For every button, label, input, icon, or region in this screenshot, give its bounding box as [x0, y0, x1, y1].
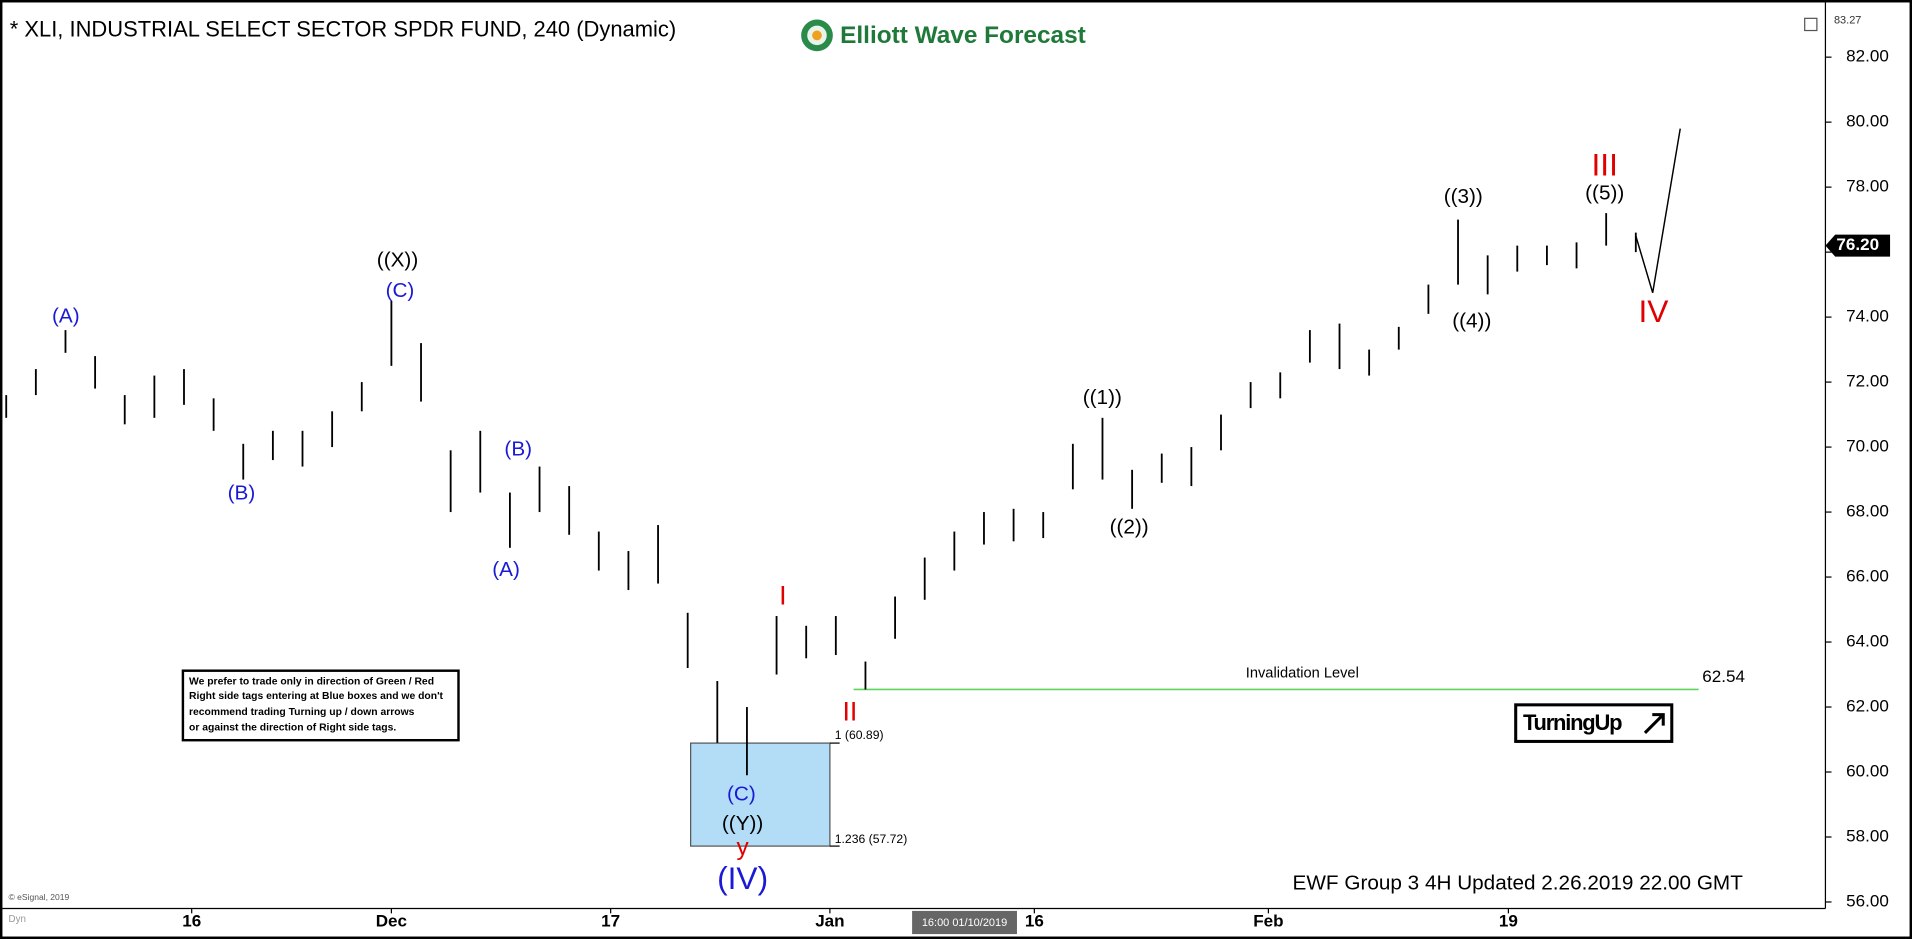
x-tick-label: 16: [1025, 911, 1044, 930]
wave-label: (C): [386, 279, 415, 302]
y-tick-label: 58.00: [1846, 827, 1889, 846]
logo-text: Elliott Wave Forecast: [840, 22, 1086, 49]
y-tick-label: 60.00: [1846, 762, 1889, 781]
wave-label: (IV): [717, 860, 768, 896]
wave-label: (B): [228, 481, 256, 504]
y-tick-label: 64.00: [1846, 632, 1889, 651]
footer: EWF Group 3 4H Updated 2.26.2019 22.00 G…: [1293, 872, 1744, 895]
y-tick-label: 62.00: [1846, 697, 1889, 716]
note-line: We prefer to trade only in direction of …: [189, 676, 434, 687]
wave-label: (C): [727, 783, 756, 806]
x-tick-label: 17: [601, 911, 620, 930]
x-tick-label: Jan: [815, 911, 844, 930]
x-tick-label: Feb: [1253, 911, 1283, 930]
x-tick-label: Dec: [376, 911, 407, 930]
window-button: [1804, 17, 1818, 32]
wave-label: III: [1592, 146, 1618, 182]
wave-label: (B): [504, 437, 532, 460]
y-tick-label: 82.00: [1846, 47, 1889, 66]
x-tick-label: 16: [182, 911, 201, 930]
logo: Elliott Wave Forecast: [801, 19, 1086, 52]
y-tick-label: 78.00: [1846, 177, 1889, 196]
turning-up-arrow: [1643, 713, 1665, 734]
invalidation-label: Invalidation Level: [1246, 665, 1359, 681]
wave-label: y: [737, 834, 750, 861]
y-tick-label: 72.00: [1846, 372, 1889, 391]
turning-up-frame: [1514, 703, 1674, 743]
projection-line: [1635, 128, 1681, 293]
note-box: We prefer to trade only in direction of …: [181, 669, 460, 742]
cursor-label: 16:00 01/10/2019: [922, 917, 1007, 929]
copyright: © eSignal, 2019: [9, 892, 70, 902]
turning-up: TurningUp: [1514, 703, 1674, 743]
note-line: Right side tags entering at Blue boxes a…: [189, 691, 444, 702]
logo-icon-core: [812, 30, 822, 41]
wave-label: IV: [1639, 293, 1669, 329]
wave-label: ((2)): [1110, 515, 1149, 538]
wave-label: ((X)): [377, 248, 418, 271]
wave-label: ((4)): [1452, 309, 1491, 332]
y-tick-label: 80.00: [1846, 112, 1889, 131]
wave-label: II: [842, 696, 857, 726]
note-frame: [181, 669, 460, 742]
y-tick-label: 68.00: [1846, 502, 1889, 521]
fib-label: 1.236 (57.72): [835, 832, 908, 846]
wave-label: ((3)): [1444, 185, 1483, 208]
wave-label: ((Y)): [722, 812, 763, 835]
wave-label: I: [779, 581, 786, 611]
wave-label: ((5)): [1585, 181, 1624, 204]
last-price-tag: [1825, 234, 1891, 257]
dyn-label: Dyn: [9, 914, 26, 925]
turning-up-text: TurningUp: [1523, 710, 1622, 735]
fib-label: 1 (60.89): [835, 728, 884, 742]
cursor-box: [912, 910, 1017, 935]
fib-box: [690, 742, 831, 847]
y-tick-label: 56.00: [1846, 891, 1889, 910]
invalidation-value: 62.54: [1702, 667, 1745, 686]
y-top-label: 83.27: [1834, 15, 1861, 27]
last-price-label: 76.20: [1836, 235, 1879, 254]
chart-title: * XLI, INDUSTRIAL SELECT SECTOR SPDR FUN…: [10, 16, 676, 41]
note-line: or against the direction of Right side t…: [189, 723, 396, 734]
x-tick-label: 19: [1499, 911, 1518, 930]
wave-label: (A): [492, 558, 520, 581]
y-tick-label: 70.00: [1846, 437, 1889, 456]
wave-label: ((1)): [1083, 386, 1122, 409]
y-tick-label: 66.00: [1846, 567, 1889, 586]
y-tick-label: 74.00: [1846, 307, 1889, 326]
wave-label: (A): [52, 305, 80, 328]
note-line: recommend trading Turning up / down arro…: [189, 707, 415, 718]
